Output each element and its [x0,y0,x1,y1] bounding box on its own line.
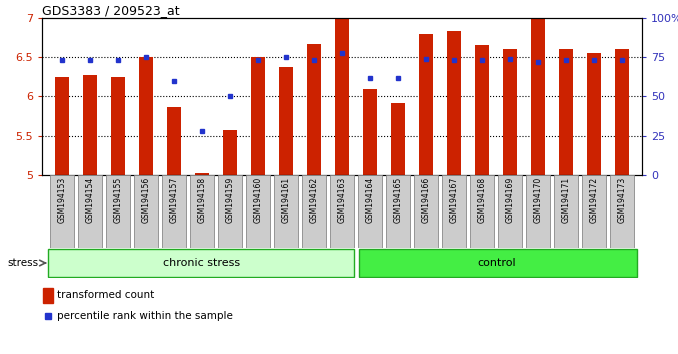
FancyBboxPatch shape [134,175,158,248]
FancyBboxPatch shape [49,175,73,248]
Bar [559,50,574,175]
Text: GSM194166: GSM194166 [422,176,431,223]
FancyBboxPatch shape [162,175,186,248]
Text: GSM194165: GSM194165 [393,176,403,223]
Text: transformed count: transformed count [57,290,155,301]
Bar [335,18,349,175]
Bar [139,57,153,175]
Bar [195,173,209,175]
Text: GSM194155: GSM194155 [113,176,122,223]
FancyBboxPatch shape [471,175,494,248]
FancyBboxPatch shape [246,175,270,248]
Text: GSM194173: GSM194173 [618,176,627,223]
FancyBboxPatch shape [498,175,522,248]
Text: GSM194154: GSM194154 [85,176,94,223]
Text: GSM194170: GSM194170 [534,176,543,223]
Bar [419,34,433,175]
Bar [363,88,377,175]
Bar [111,77,125,175]
Bar [167,107,181,175]
Text: GSM194162: GSM194162 [309,176,319,223]
FancyBboxPatch shape [555,175,578,248]
Bar [532,18,545,175]
Text: GSM194172: GSM194172 [590,176,599,223]
Text: GSM194168: GSM194168 [478,176,487,223]
Text: GSM194159: GSM194159 [225,176,235,223]
Text: stress: stress [7,258,39,268]
FancyBboxPatch shape [526,175,550,248]
Bar [587,53,601,175]
FancyBboxPatch shape [330,175,354,248]
Bar [391,103,405,175]
Bar [307,44,321,175]
FancyBboxPatch shape [610,175,635,248]
Text: GSM194161: GSM194161 [281,176,290,223]
FancyBboxPatch shape [302,175,326,248]
FancyBboxPatch shape [582,175,606,248]
Text: GSM194167: GSM194167 [450,176,458,223]
Bar [223,130,237,175]
Text: GSM194164: GSM194164 [365,176,374,223]
FancyBboxPatch shape [48,249,354,277]
Bar [251,57,265,175]
Text: GSM194160: GSM194160 [254,176,262,223]
Bar [475,45,490,175]
FancyBboxPatch shape [106,175,129,248]
Bar [447,32,461,175]
FancyBboxPatch shape [442,175,466,248]
Text: GSM194153: GSM194153 [57,176,66,223]
FancyBboxPatch shape [218,175,242,248]
FancyBboxPatch shape [190,175,214,248]
Bar [503,50,517,175]
Bar [83,75,97,175]
Bar [43,288,53,303]
Text: control: control [477,258,515,268]
Text: chronic stress: chronic stress [163,258,241,268]
FancyBboxPatch shape [358,175,382,248]
FancyBboxPatch shape [359,249,637,277]
Text: GDS3383 / 209523_at: GDS3383 / 209523_at [42,4,180,17]
Bar [279,68,293,175]
FancyBboxPatch shape [274,175,298,248]
Bar [616,50,629,175]
FancyBboxPatch shape [78,175,102,248]
Text: GSM194156: GSM194156 [141,176,151,223]
Text: GSM194163: GSM194163 [338,176,346,223]
FancyBboxPatch shape [386,175,410,248]
FancyBboxPatch shape [414,175,438,248]
Text: GSM194157: GSM194157 [170,176,178,223]
Text: GSM194169: GSM194169 [506,176,515,223]
Text: GSM194158: GSM194158 [197,176,206,223]
Text: GSM194171: GSM194171 [562,176,571,223]
Text: percentile rank within the sample: percentile rank within the sample [57,311,233,321]
Bar [55,77,68,175]
